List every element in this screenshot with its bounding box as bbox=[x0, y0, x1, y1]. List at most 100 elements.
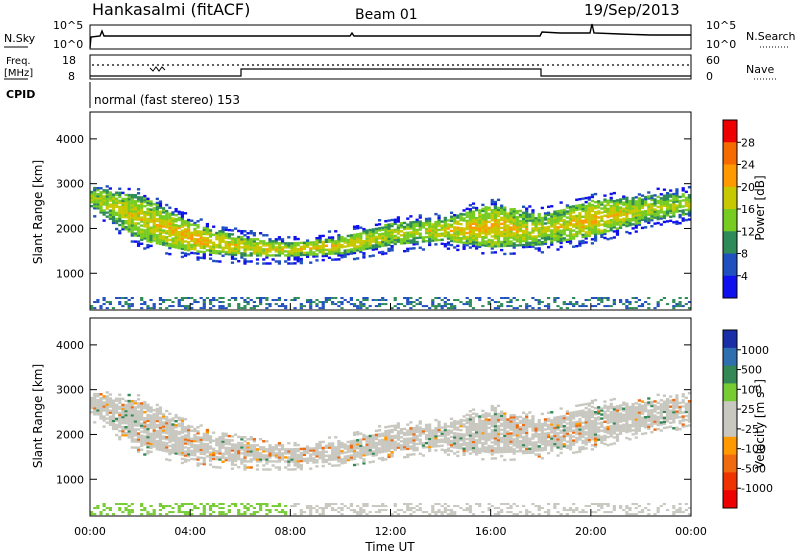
power-cell bbox=[168, 226, 172, 230]
power-cell bbox=[299, 259, 303, 263]
velocity-cell bbox=[155, 435, 159, 439]
velocity-cell bbox=[136, 438, 141, 441]
power-cell bbox=[208, 253, 213, 256]
power-cell bbox=[249, 254, 253, 257]
velocity-cell bbox=[171, 417, 175, 420]
velocity-cell bbox=[334, 464, 338, 467]
velocity-cell bbox=[359, 438, 363, 441]
velocity-cell bbox=[399, 430, 404, 433]
power-cell bbox=[130, 230, 134, 233]
power-cell bbox=[465, 207, 469, 211]
power-cell bbox=[390, 228, 394, 232]
power-cell bbox=[512, 222, 516, 225]
power-cell bbox=[606, 219, 610, 223]
power-cell bbox=[105, 201, 109, 204]
power-cell bbox=[637, 219, 641, 222]
power-cell bbox=[255, 242, 260, 245]
power-cell bbox=[622, 213, 626, 216]
power-cell bbox=[158, 238, 163, 242]
velocity-cell bbox=[221, 513, 225, 516]
power-cell bbox=[528, 237, 532, 240]
power-cell bbox=[293, 235, 297, 239]
velocity-cell bbox=[230, 449, 235, 452]
power-cell bbox=[572, 223, 576, 226]
power-cell bbox=[509, 232, 513, 235]
power-cell bbox=[290, 254, 294, 257]
velocity-cell bbox=[412, 507, 416, 510]
velocity-cell bbox=[399, 440, 404, 443]
power-cell bbox=[165, 232, 169, 235]
velocity-cell bbox=[215, 439, 219, 443]
velocity-cell bbox=[237, 511, 241, 514]
power-cell bbox=[437, 238, 441, 242]
velocity-cell bbox=[237, 451, 241, 455]
power-cell bbox=[531, 245, 535, 248]
power-cell bbox=[146, 201, 150, 205]
power-cell bbox=[612, 210, 616, 213]
velocity-cell bbox=[268, 446, 272, 449]
velocity-cell bbox=[199, 444, 203, 447]
power-cell bbox=[559, 307, 563, 310]
power-cell bbox=[356, 239, 360, 242]
power-cell bbox=[130, 208, 134, 211]
velocity-cell bbox=[315, 453, 319, 456]
velocity-cell bbox=[377, 447, 382, 450]
velocity-cell bbox=[365, 513, 369, 516]
power-cell bbox=[446, 233, 451, 236]
nsearch-tick-high: 10^5 bbox=[706, 19, 736, 32]
velocity-cell bbox=[168, 422, 172, 426]
velocity-cell bbox=[99, 511, 103, 514]
velocity-cell bbox=[368, 436, 372, 440]
power-cell bbox=[575, 224, 579, 228]
power-cell bbox=[243, 258, 247, 261]
power-cell bbox=[446, 303, 451, 306]
power-cell bbox=[146, 305, 150, 308]
velocity-cell bbox=[377, 509, 382, 512]
power-cell bbox=[161, 299, 166, 302]
velocity-cell bbox=[280, 456, 285, 459]
velocity-cell bbox=[102, 505, 106, 508]
velocity-cell bbox=[105, 399, 109, 402]
power-cell bbox=[518, 229, 523, 233]
power-cell bbox=[202, 250, 206, 254]
power-cell bbox=[515, 217, 519, 221]
power-cell bbox=[133, 224, 138, 227]
velocity-cell bbox=[111, 401, 116, 404]
power-cell bbox=[168, 214, 172, 218]
power-cell bbox=[468, 218, 472, 221]
velocity-cell bbox=[249, 513, 253, 516]
velocity-cell bbox=[443, 509, 447, 512]
power-cell bbox=[475, 218, 479, 222]
velocity-cell bbox=[496, 420, 501, 424]
power-cell bbox=[315, 299, 319, 302]
power-cell bbox=[359, 305, 363, 308]
power-cell bbox=[299, 305, 303, 308]
power-cell bbox=[565, 216, 569, 219]
velocity-cell bbox=[490, 425, 494, 428]
power-cell bbox=[127, 216, 131, 219]
velocity-cell bbox=[212, 431, 216, 434]
velocity-cell bbox=[349, 456, 354, 459]
power-cell bbox=[600, 223, 604, 226]
velocity-cell bbox=[496, 434, 501, 438]
power-cell bbox=[96, 195, 100, 198]
power-cell bbox=[403, 221, 407, 225]
power-cell bbox=[543, 240, 548, 243]
velocity-cell bbox=[202, 462, 206, 466]
power-cell bbox=[459, 241, 463, 244]
power-cell bbox=[543, 218, 548, 221]
velocity-cell bbox=[481, 435, 485, 439]
power-cell bbox=[168, 216, 172, 220]
velocity-cell bbox=[468, 422, 472, 425]
velocity-cell bbox=[484, 436, 488, 439]
power-cell bbox=[453, 307, 457, 310]
power-cell bbox=[440, 224, 444, 227]
velocity-cell bbox=[243, 456, 247, 459]
power-cell bbox=[255, 246, 260, 249]
velocity-cell bbox=[493, 412, 497, 416]
velocity-cell bbox=[468, 438, 472, 441]
power-cell bbox=[180, 221, 184, 224]
power-cell bbox=[136, 208, 141, 211]
power-cell bbox=[506, 236, 510, 239]
power-cell bbox=[493, 245, 497, 248]
